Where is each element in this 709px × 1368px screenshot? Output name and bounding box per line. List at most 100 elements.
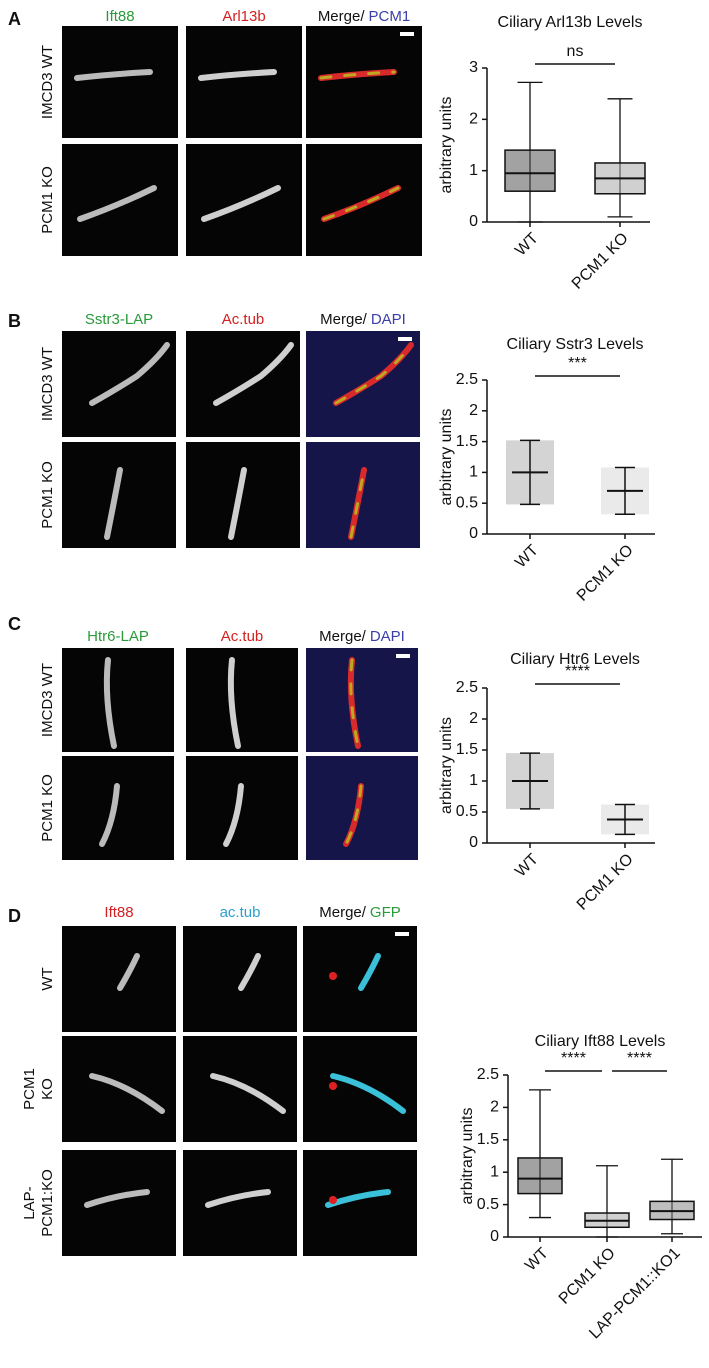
cilium-overlay	[319, 70, 396, 80]
row-label: IMCD3 WT	[39, 663, 56, 737]
box	[517, 1157, 563, 1195]
column-header: Ac.tub	[221, 628, 264, 645]
micrograph	[186, 144, 302, 256]
micrograph	[306, 756, 418, 860]
y-tick-label: 1	[469, 772, 478, 789]
y-tick-label: 2.5	[477, 1066, 499, 1083]
y-tick-label: 1	[490, 1163, 499, 1180]
significance-label: ****	[627, 1050, 652, 1067]
micrograph	[303, 1150, 417, 1256]
column-header: Merge/DAPI	[319, 628, 405, 645]
y-tick-label: 0	[469, 213, 478, 230]
cilium	[104, 467, 123, 540]
y-tick-label: 1.5	[477, 1131, 499, 1148]
column-header: Merge/PCM1	[318, 8, 410, 25]
x-tick-label: WT	[512, 542, 542, 572]
micrograph	[183, 1036, 297, 1142]
chart-title: Ciliary Ift88 Levels	[535, 1033, 666, 1050]
significance-label: ns	[567, 43, 584, 60]
chart-title: Ciliary Htr6 Levels	[510, 651, 640, 668]
merge-label: Merge/	[319, 628, 367, 645]
panel-label: B	[8, 311, 21, 331]
panel-label: D	[8, 906, 21, 926]
cilium	[213, 342, 294, 406]
micrograph	[306, 26, 422, 138]
y-tick-label: 3	[469, 59, 478, 76]
y-tick-label: 2	[469, 111, 478, 128]
row-label: PCM1 KO	[39, 461, 56, 529]
column-header: Ac.tub	[222, 311, 265, 328]
x-tick-label: PCM1 KO	[574, 851, 637, 914]
y-tick-label: 1	[469, 162, 478, 179]
cilium	[228, 467, 247, 540]
micrograph	[62, 442, 176, 548]
y-tick-label: 0.5	[477, 1196, 499, 1213]
cilium	[89, 1073, 165, 1114]
row-label: IMCD3 WT	[39, 347, 56, 421]
scale-bar	[400, 32, 414, 36]
cilium-overlay	[322, 186, 400, 221]
micrograph	[62, 648, 174, 752]
micrograph	[186, 442, 300, 548]
y-axis-label: arbitrary units	[459, 1108, 476, 1205]
cilium	[74, 69, 153, 81]
x-tick-label: PCM1 KO	[556, 1245, 619, 1308]
row-label: PCM1:KO	[39, 1169, 56, 1237]
micrograph	[303, 1036, 417, 1142]
x-tick-label: WT	[512, 851, 542, 881]
panel-label: A	[8, 9, 21, 29]
y-tick-label: 0.5	[456, 803, 478, 820]
y-axis-label: arbitrary units	[438, 717, 455, 814]
column-header: Merge/DAPI	[320, 311, 406, 328]
y-tick-label: 0.5	[456, 494, 478, 511]
x-tick-label: WT	[522, 1245, 552, 1275]
micrograph	[62, 756, 174, 860]
y-tick-label: 2.5	[456, 371, 478, 388]
chart-title: Ciliary Arl13b Levels	[498, 14, 643, 31]
scale-bar	[396, 654, 410, 658]
column-header: Arl13b	[222, 8, 265, 25]
merge-label: Merge/	[320, 311, 368, 328]
cilium	[99, 783, 120, 847]
micrograph	[62, 144, 178, 256]
micrograph	[62, 26, 178, 138]
x-tick-label: PCM1 KO	[574, 542, 637, 605]
row-label: PCM1 KO	[39, 774, 56, 842]
cilium-overlay	[349, 658, 360, 748]
cilium-overlay	[349, 468, 366, 539]
micrograph	[183, 926, 297, 1032]
cilium	[103, 657, 117, 749]
column-header: ac.tub	[220, 904, 261, 921]
row-label: LAP-	[21, 1186, 38, 1219]
micrograph	[306, 442, 420, 548]
row-label: WT	[39, 967, 56, 990]
cilium	[89, 342, 170, 406]
panel-label: C	[8, 614, 21, 634]
y-tick-label: 2.5	[456, 679, 478, 696]
channel-label: PCM1	[369, 8, 411, 25]
channel-label: DAPI	[370, 628, 405, 645]
significance-label: ***	[568, 355, 587, 372]
column-header: Htr6-LAP	[87, 628, 149, 645]
merge-label: Merge/	[318, 8, 366, 25]
cilium	[358, 953, 381, 991]
micrograph	[303, 926, 417, 1032]
cilium-overlay	[334, 343, 413, 405]
y-tick-label: 1.5	[456, 741, 478, 758]
y-tick-label: 1.5	[456, 433, 478, 450]
y-tick-label: 0	[469, 834, 478, 851]
micrograph	[186, 756, 298, 860]
merge-label: Merge/	[319, 904, 367, 921]
row-label: KO	[39, 1078, 56, 1100]
micrograph	[62, 1150, 176, 1256]
y-axis-label: arbitrary units	[438, 409, 455, 506]
cilium-overlay	[344, 784, 363, 846]
box	[504, 149, 556, 192]
scale-bar	[395, 932, 409, 936]
micrograph	[186, 26, 302, 138]
micrograph	[306, 144, 422, 256]
column-header: Ift88	[105, 8, 134, 25]
micrograph	[186, 648, 298, 752]
cilium	[198, 69, 277, 81]
